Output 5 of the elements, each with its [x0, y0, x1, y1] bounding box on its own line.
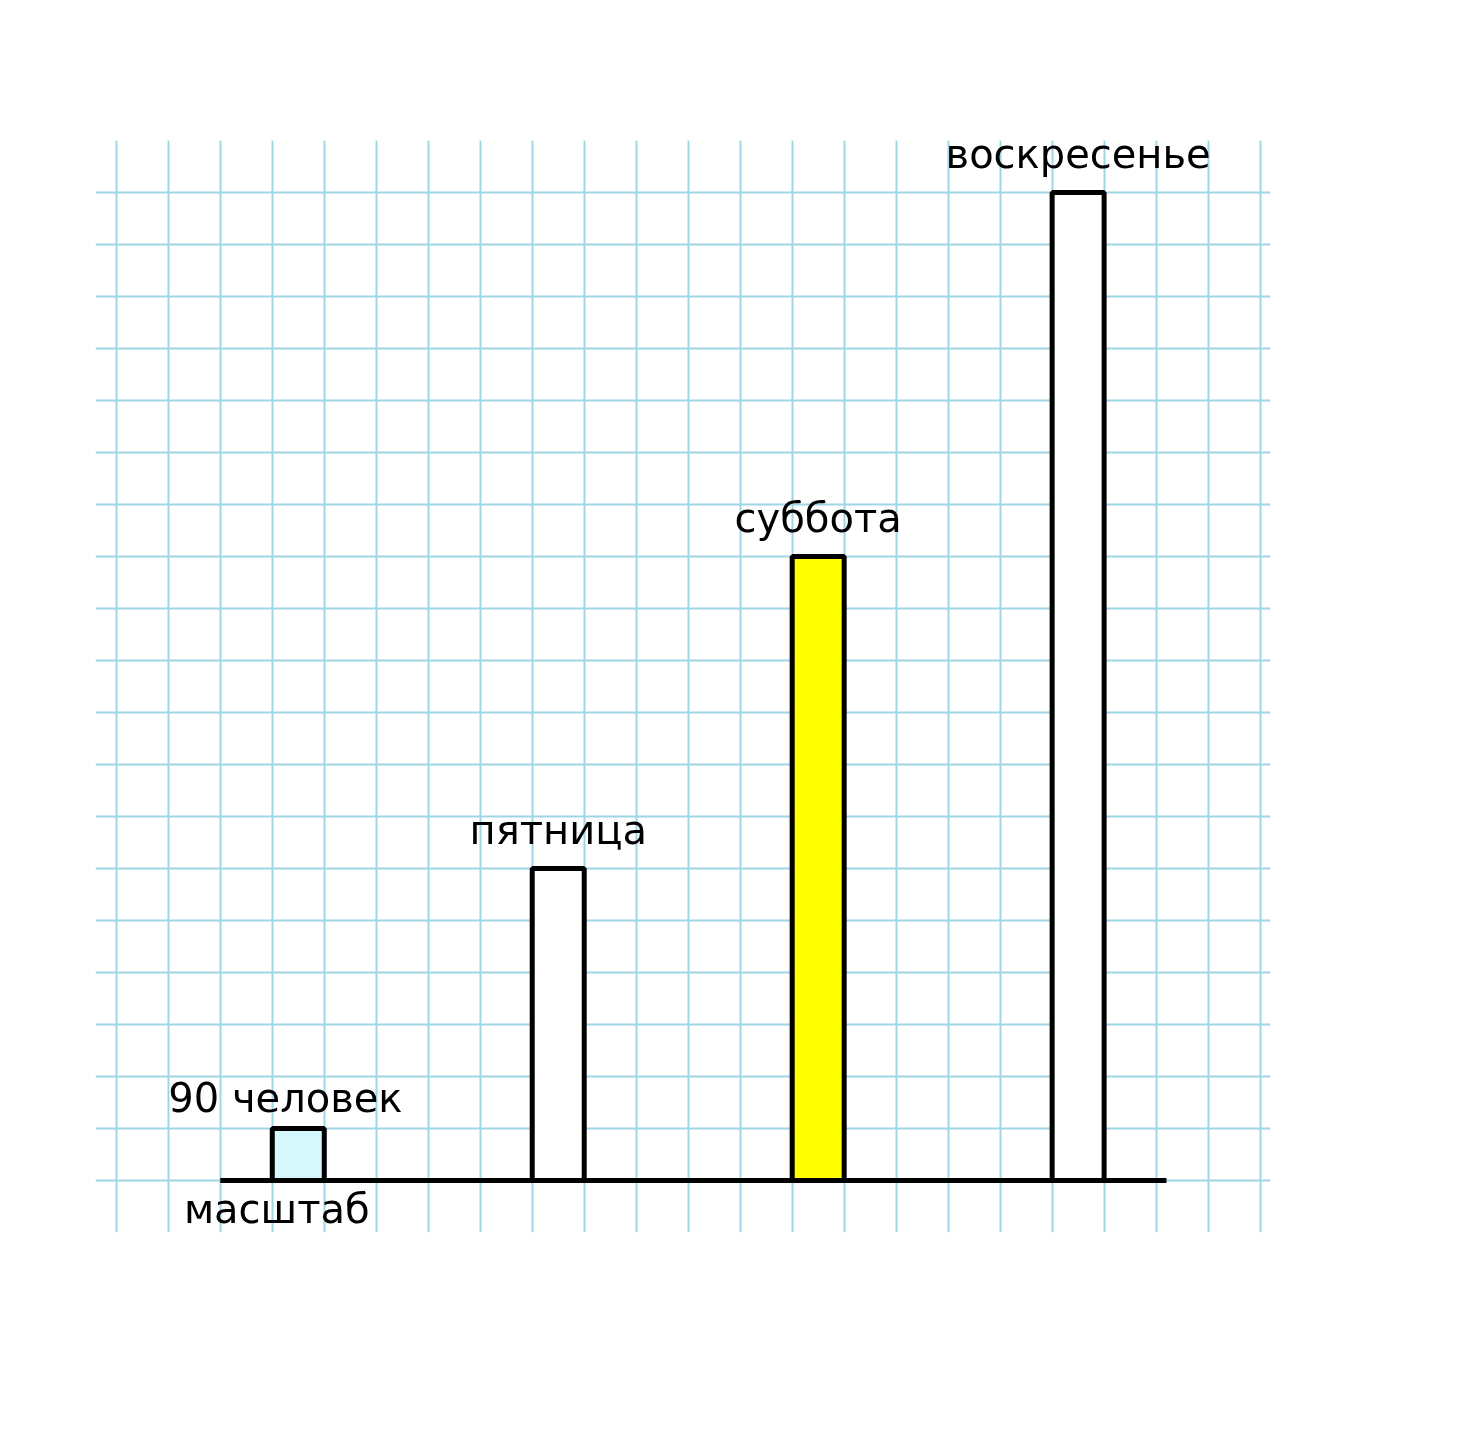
- x-tick-label: масштаб: [183, 1185, 370, 1232]
- x-tick-label: суббота: [734, 494, 902, 541]
- x-tick-label: воскресенье: [945, 130, 1211, 177]
- data-label: 90 человек: [168, 1074, 403, 1121]
- x-tick-label: пятница: [469, 806, 647, 853]
